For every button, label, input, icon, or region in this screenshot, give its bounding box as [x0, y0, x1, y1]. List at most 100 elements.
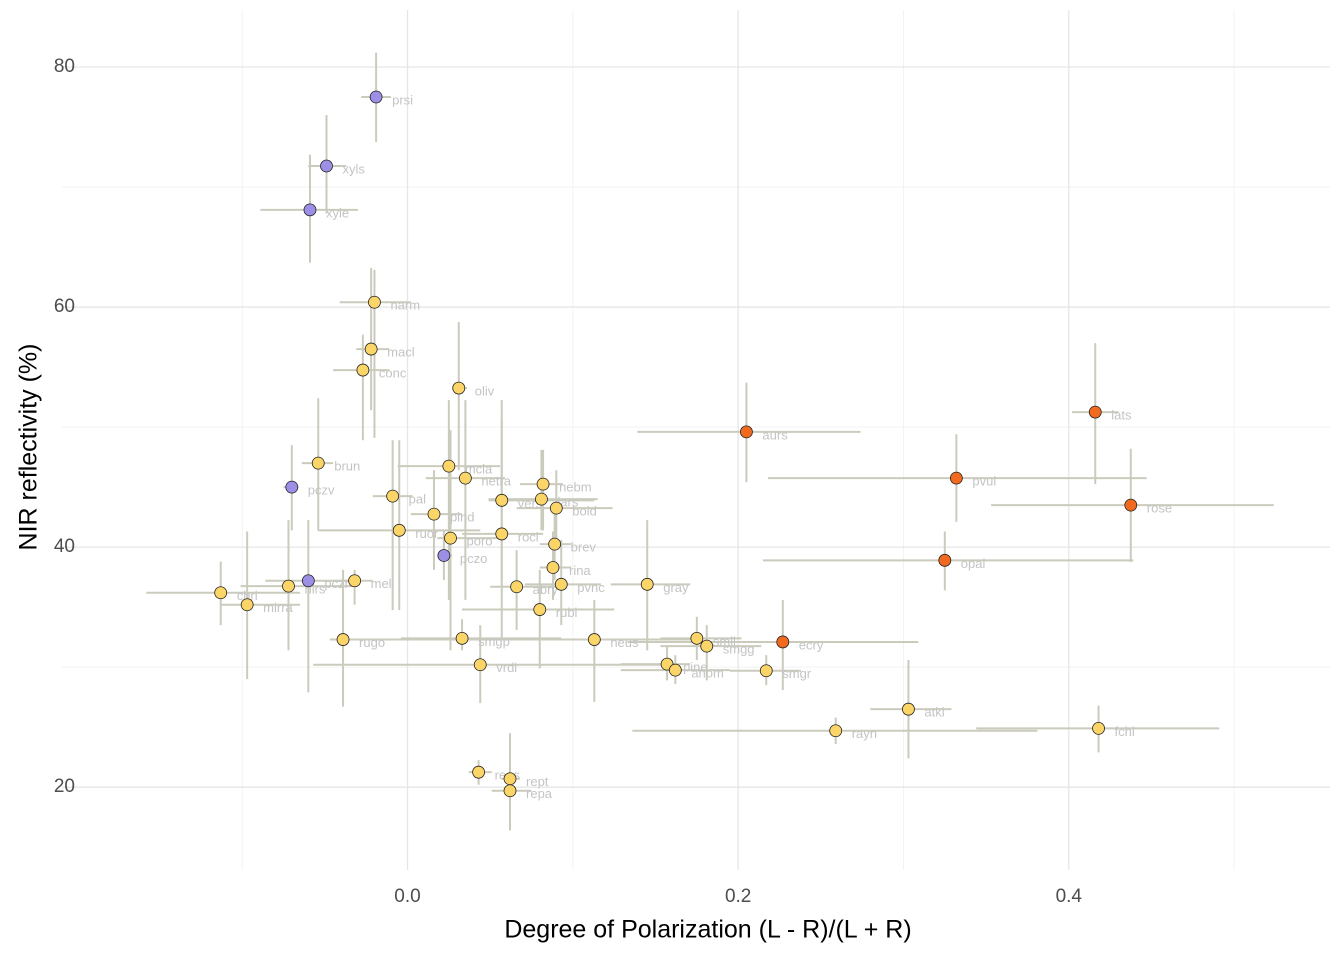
point	[554, 577, 568, 591]
point-label: rose	[1147, 501, 1172, 516]
point	[548, 537, 562, 551]
point-label: chri	[237, 588, 258, 603]
point	[320, 159, 333, 173]
point	[455, 631, 469, 645]
point	[776, 635, 790, 649]
point-label: xyle	[326, 205, 349, 220]
point-label: vrdi	[496, 660, 517, 675]
point	[533, 603, 547, 616]
point-label: lars	[557, 495, 578, 510]
point	[444, 531, 457, 545]
point-label: pal	[409, 492, 426, 507]
point	[546, 561, 560, 574]
point-label: ruor	[415, 526, 439, 541]
point-label: xyls	[343, 161, 366, 176]
point	[549, 501, 563, 515]
y-tick-label: 80	[54, 56, 75, 77]
x-tick-label: 0.4	[1056, 886, 1083, 907]
point-label: smll	[713, 634, 736, 649]
point-label: neus	[610, 635, 639, 650]
point	[336, 633, 350, 646]
point	[364, 342, 378, 356]
point	[442, 459, 456, 473]
point-label: boid	[572, 504, 597, 519]
point	[214, 586, 228, 600]
point	[495, 527, 509, 541]
point-label: nebm	[559, 480, 592, 495]
point	[587, 633, 601, 646]
point-label: pvul	[972, 474, 996, 489]
point-label: macl	[387, 345, 415, 360]
point-label: pczv	[308, 483, 335, 498]
point-label: gray	[663, 580, 689, 595]
point-label: roci	[518, 529, 539, 544]
point-label: rugo	[359, 635, 385, 650]
point	[301, 574, 315, 588]
point	[369, 90, 383, 104]
point-label: pczo	[460, 551, 487, 566]
point-label: abry	[533, 582, 559, 597]
point-label: smgr	[782, 666, 812, 681]
point-label: conc	[379, 366, 407, 381]
point	[510, 580, 524, 594]
point-label: anom	[691, 666, 724, 681]
point	[1088, 405, 1102, 419]
point	[472, 765, 486, 779]
point	[668, 663, 682, 677]
point-label: narm	[390, 298, 420, 313]
y-tick-label: 40	[54, 536, 75, 557]
point	[348, 574, 362, 588]
point	[473, 658, 487, 672]
point-label: pczr	[324, 576, 349, 591]
point	[536, 477, 550, 491]
point	[1092, 721, 1105, 735]
point	[938, 553, 952, 567]
point-label: ecry	[799, 637, 824, 652]
point-label: pvnc	[577, 580, 605, 595]
point	[285, 480, 299, 494]
point-label: prsi	[392, 92, 413, 107]
x-axis-title: Degree of Polarization (L - R)/(L + R)	[504, 916, 911, 944]
point	[535, 492, 548, 506]
point	[640, 577, 654, 591]
point-label: repa	[526, 786, 553, 801]
point-label: lats	[1111, 408, 1132, 423]
point-label: brev	[571, 540, 597, 555]
point-label: brun	[334, 459, 360, 474]
point	[503, 784, 517, 798]
point-label: opal	[961, 556, 986, 571]
point	[740, 425, 753, 439]
point	[303, 203, 317, 217]
point-label: mirra	[263, 600, 293, 615]
y-tick-label: 20	[54, 776, 75, 797]
point-label: meli	[371, 576, 395, 591]
point	[503, 772, 517, 786]
point-label: pine	[683, 660, 708, 675]
point-label: netra	[481, 474, 511, 489]
point	[386, 489, 400, 503]
point	[427, 507, 441, 521]
point	[240, 598, 254, 612]
point	[452, 381, 466, 395]
point	[368, 295, 381, 309]
point-label: rayn	[852, 726, 877, 741]
point	[700, 639, 714, 653]
x-tick-label: 0.2	[725, 886, 751, 907]
point	[437, 549, 451, 562]
point	[902, 702, 915, 716]
point-label: oliv	[475, 384, 495, 399]
point	[282, 579, 295, 593]
point-label: smgp	[478, 634, 510, 649]
point	[1124, 498, 1138, 512]
point-label: rubi	[556, 605, 578, 620]
point	[356, 363, 370, 377]
y-axis-title: NIR reflectivity (%)	[15, 344, 43, 551]
point	[495, 493, 509, 507]
point	[392, 523, 406, 537]
point-label: rept	[526, 774, 549, 789]
y-tick-label: 60	[54, 296, 75, 317]
point-label: atki	[924, 705, 944, 720]
point-label: smgg	[723, 642, 755, 657]
point-label: rina	[569, 563, 591, 578]
